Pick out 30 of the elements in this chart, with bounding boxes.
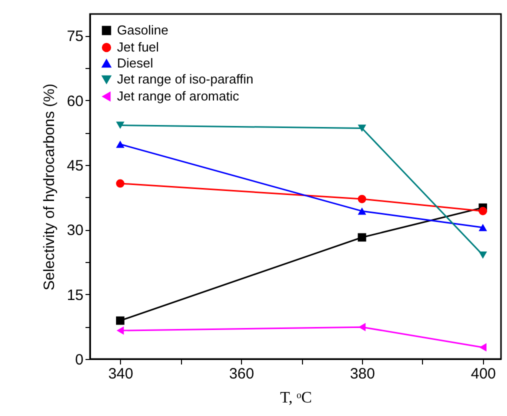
legend-label: Jet range of iso-paraffin — [117, 72, 254, 86]
point — [358, 233, 366, 242]
legend-label: Jet fuel — [117, 40, 160, 54]
y-tick-label: 75 — [66, 28, 84, 46]
point — [116, 122, 124, 129]
point — [358, 207, 366, 215]
legend-label: Gasoline — [117, 22, 168, 38]
point — [479, 343, 486, 352]
y-tick-label: 60 — [66, 92, 84, 110]
point — [116, 179, 124, 188]
y-axis-title: Selectivity of hydrocarbons (%) — [40, 84, 58, 290]
point — [358, 194, 366, 204]
point — [358, 124, 366, 132]
point — [116, 140, 124, 148]
legend-label: Diesel — [117, 56, 154, 70]
x-tick-label: 400 — [470, 366, 496, 382]
point — [478, 224, 488, 232]
point — [116, 316, 124, 325]
x-tick-label: 380 — [350, 366, 375, 382]
y-tick-label: 45 — [66, 157, 84, 174]
x-tick-label: 340 — [108, 366, 134, 382]
legend-label: Jet range of aromatic — [117, 88, 240, 104]
point — [478, 206, 488, 216]
y-tick-label: 0 — [75, 352, 84, 368]
point — [478, 251, 488, 259]
x-axis-title: T, ᵒC — [280, 390, 312, 406]
point — [116, 326, 124, 335]
x-tick-label: 360 — [229, 366, 254, 382]
y-tick-label: 15 — [66, 286, 84, 304]
y-tick-label: 30 — [66, 222, 84, 240]
